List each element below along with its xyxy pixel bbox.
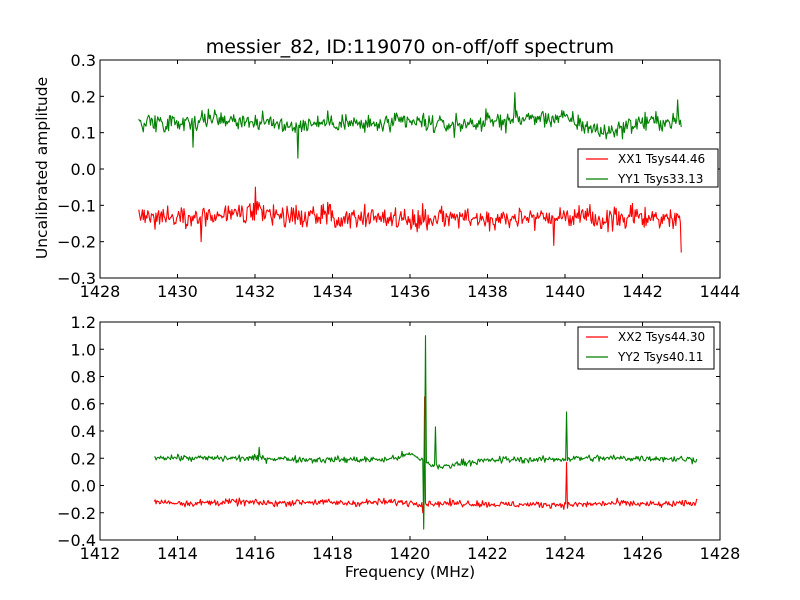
- y-tick-label: 0.8: [71, 368, 96, 387]
- legend-label: XX2 Tsys44.30: [618, 330, 705, 344]
- x-tick-label: 1430: [157, 282, 198, 301]
- x-tick-label: 1416: [235, 544, 276, 563]
- x-axis-label-bottom: Frequency (MHz): [345, 563, 475, 581]
- y-tick-label: −0.1: [57, 196, 96, 215]
- bottom-spectrum-panel: 1412 1414 1416 1418 1420 1422 1424 1426 1428 −0.4…: [57, 313, 740, 563]
- series-group: [138, 92, 682, 253]
- x-tick-label: 1444: [700, 282, 741, 301]
- legend-box: [577, 326, 715, 370]
- y-tick-label: −0.2: [57, 233, 96, 252]
- x-tick-label: 1440: [545, 282, 586, 301]
- y-tick-label: 1.0: [71, 340, 96, 359]
- x-tick-label: 1432: [235, 282, 276, 301]
- x-tick-label: 1428: [700, 544, 741, 563]
- legend: XX2 Tsys44.30 YY2 Tsys40.11: [577, 326, 715, 370]
- y-tick-label: −0.3: [57, 269, 96, 288]
- legend-label: YY2 Tsys40.11: [617, 350, 703, 364]
- y-tick-label: 0.6: [71, 395, 96, 414]
- series-line-yy1: [138, 92, 682, 159]
- x-tick-label: 1438: [467, 282, 508, 301]
- y-tick-label: 0.0: [71, 160, 96, 179]
- x-tick-label: 1436: [390, 282, 431, 301]
- y-tick-label: 1.2: [71, 313, 96, 332]
- y-axis-label-top: Uncalibrated amplitude: [33, 77, 51, 259]
- chart-title: messier_82, ID:119070 on-off/off spectru…: [206, 36, 614, 58]
- series-line-yy2: [154, 335, 698, 530]
- series-line-xx1: [138, 186, 682, 253]
- x-tick-label: 1420: [390, 544, 431, 563]
- legend: XX1 Tsys44.46 YY1 Tsys33.13: [577, 148, 719, 188]
- legend-box: [577, 148, 719, 188]
- series-group: [153, 335, 698, 530]
- x-tick-label: 1422: [467, 544, 508, 563]
- y-tick-label: −0.4: [57, 531, 96, 550]
- y-tick-label: 0.1: [71, 124, 96, 143]
- x-tick-label: 1434: [312, 282, 353, 301]
- y-tick-label: 0.3: [71, 51, 96, 70]
- series-line-xx2: [153, 396, 698, 514]
- x-tick-label: 1426: [622, 544, 663, 563]
- legend-label: YY1 Tsys33.13: [617, 172, 703, 186]
- y-tick-label: 0.2: [71, 87, 96, 106]
- legend-label: XX1 Tsys44.46: [618, 152, 705, 166]
- top-spectrum-panel: 1428 1430 1432 1434 1436 1438 1440 1442 1444 −0.3…: [57, 51, 740, 301]
- x-tick-label: 1414: [157, 544, 198, 563]
- y-tick-label: −0.2: [57, 504, 96, 523]
- y-tick-label: 0.2: [71, 449, 96, 468]
- x-tick-label: 1424: [545, 544, 586, 563]
- x-tick-label: 1418: [312, 544, 353, 563]
- y-tick-label: 0.0: [71, 477, 96, 496]
- x-tick-label: 1442: [622, 282, 663, 301]
- y-tick-label: 0.4: [71, 422, 96, 441]
- x-tick-label: 1412: [80, 544, 121, 563]
- x-tick-label: 1428: [80, 282, 121, 301]
